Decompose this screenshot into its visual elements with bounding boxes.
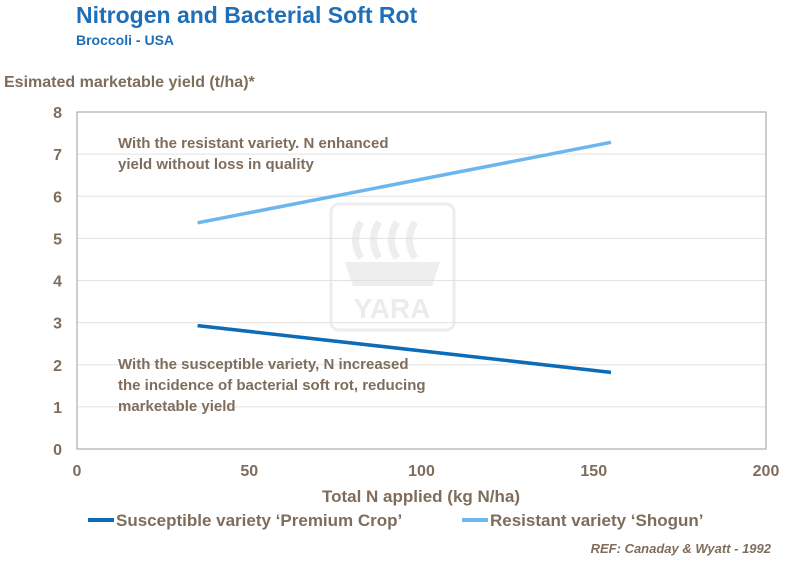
annotation-resistant: With the resistant variety. N enhanced yi… bbox=[118, 135, 389, 173]
legend-label: Susceptible variety ‘Premium Crop’ bbox=[116, 511, 402, 530]
annotation-susceptible: With the susceptible variety, N increase… bbox=[118, 356, 426, 415]
y-tick-label: 5 bbox=[53, 231, 62, 248]
y-tick-label: 7 bbox=[53, 147, 62, 164]
yara-logo-text: YARA bbox=[354, 293, 431, 324]
legend-item-susceptible: Susceptible variety ‘Premium Crop’ bbox=[88, 511, 402, 530]
x-tick-label: 50 bbox=[240, 463, 258, 480]
reference-note: REF: Canaday & Wyatt - 1992 bbox=[590, 541, 771, 556]
x-tick-label: 200 bbox=[753, 463, 780, 480]
annotation-line: marketable yield bbox=[118, 398, 236, 415]
x-tick-label: 0 bbox=[73, 463, 82, 480]
x-axis-label: Total N applied (kg N/ha) bbox=[322, 487, 520, 506]
y-tick-label: 2 bbox=[53, 358, 62, 375]
plot-frame bbox=[76, 111, 767, 450]
y-tick-label: 0 bbox=[53, 442, 62, 459]
chart-title: Nitrogen and Bacterial Soft Rot bbox=[76, 2, 418, 28]
yara-logo-watermark: YARA bbox=[329, 202, 456, 332]
x-tick-label: 100 bbox=[408, 463, 435, 480]
series-line-resistant bbox=[197, 140, 612, 225]
annotation-line: yield without loss in quality bbox=[118, 156, 315, 173]
y-tick-label: 4 bbox=[53, 274, 62, 291]
y-tick-label: 6 bbox=[53, 189, 62, 206]
chart-subtitle: Broccoli - USA bbox=[76, 32, 175, 48]
annotation-line: the incidence of bacterial soft rot, red… bbox=[118, 377, 426, 394]
legend-label: Resistant variety ‘Shogun’ bbox=[490, 511, 704, 530]
x-tick-label: 150 bbox=[580, 463, 607, 480]
y-tick-label: 1 bbox=[53, 400, 62, 417]
y-tick-label: 8 bbox=[53, 105, 62, 122]
annotation-line: With the resistant variety. N enhanced bbox=[118, 135, 389, 152]
series-line-susceptible bbox=[197, 323, 612, 375]
y-tick-label: 3 bbox=[53, 316, 62, 333]
annotation-line: With the susceptible variety, N increase… bbox=[118, 356, 409, 373]
y-axis-label: Esimated marketable yield (t/ha)* bbox=[4, 74, 255, 91]
legend-item-resistant: Resistant variety ‘Shogun’ bbox=[462, 511, 704, 530]
